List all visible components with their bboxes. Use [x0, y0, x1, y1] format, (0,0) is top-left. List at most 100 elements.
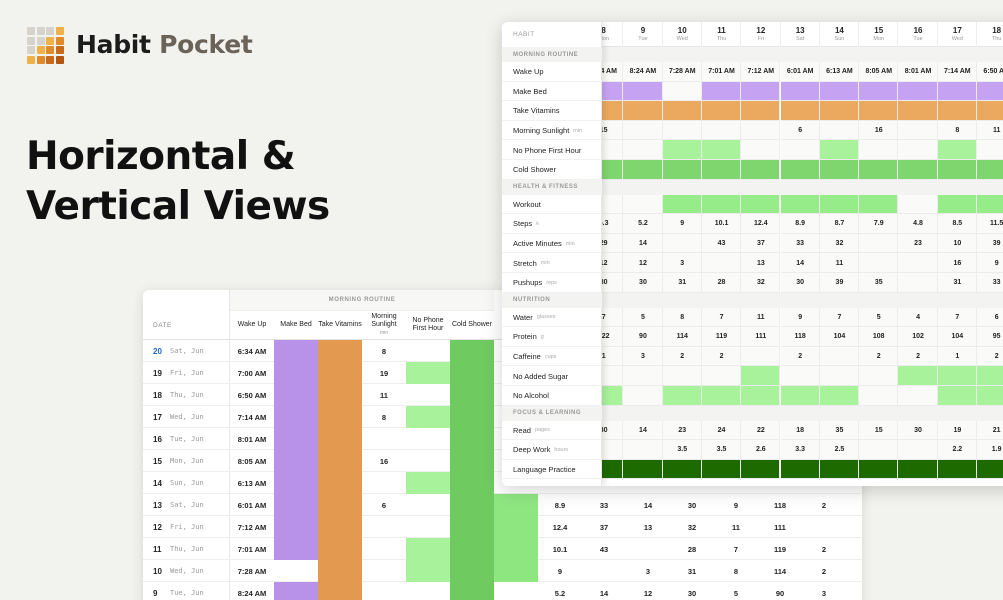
habit-label: Caffeine cups: [513, 347, 601, 367]
habit-value: 30: [796, 279, 805, 287]
habit-value: 6:44 AM: [590, 68, 617, 76]
habit-cell: [937, 81, 977, 102]
habit-cell: [898, 346, 938, 367]
habit-value: 18: [796, 426, 805, 434]
label-row-line: [502, 345, 602, 347]
habit-cell: [741, 140, 781, 160]
habit-cell: [977, 140, 1003, 160]
section-band: [502, 179, 1003, 195]
habit-cell: [819, 346, 860, 367]
habit-value: 2: [876, 353, 881, 361]
habit-value: 2: [798, 353, 803, 361]
habit-value: 14: [639, 426, 647, 434]
habit-value: 14: [639, 240, 647, 248]
label-row-line: [502, 478, 602, 480]
column-header: Take Vitamins: [318, 310, 362, 340]
habit-value: 35: [874, 279, 883, 287]
habit-cell: [859, 62, 899, 82]
habit-value: 29: [599, 240, 608, 248]
habit-cell: [898, 366, 938, 386]
habit-value: 5: [640, 313, 645, 321]
habit-unit: glasses: [536, 314, 556, 321]
habit-cell: [937, 459, 977, 480]
column-header: No Phone First Hour: [406, 310, 450, 340]
habit-name: Steps: [513, 219, 533, 229]
wake-cell: 6:34 AM: [237, 346, 267, 356]
habit-cell: [741, 420, 781, 441]
habit-value: 7: [601, 313, 606, 321]
habit-done-cell: [450, 340, 494, 362]
habit-done-cell: [274, 340, 318, 362]
section-band: [502, 292, 1003, 308]
habit-cell: [741, 386, 781, 406]
row-day: Sat, Jun: [170, 347, 204, 355]
section-band: [502, 292, 602, 308]
habit-label: Workout: [513, 195, 601, 215]
habit-cell: [780, 386, 820, 406]
day-number: 8: [601, 25, 606, 35]
habit-cell: [780, 253, 820, 273]
habit-cell: [937, 194, 977, 215]
habit-done-cell: [274, 406, 318, 428]
habit-value: 4: [916, 313, 920, 321]
habit-cell: [819, 62, 860, 82]
habit-unit: pages: [534, 427, 550, 434]
habit-cell: [937, 101, 977, 121]
label-row-line: [502, 139, 602, 141]
habit-done-cell: [274, 516, 318, 538]
habit-value: 6.3: [598, 220, 609, 228]
habit-name: Language Practice: [513, 465, 576, 475]
wake-cell: 8:05 AM: [237, 456, 267, 466]
label-row-line: [502, 213, 602, 215]
habit-cell: [780, 327, 820, 347]
habit-value: 3.3: [795, 446, 806, 454]
label-row-line: [502, 458, 602, 460]
habit-cell: [819, 81, 860, 102]
habit-done-cell: [318, 516, 362, 538]
section-band: [502, 405, 602, 421]
habit-unit: min: [565, 240, 575, 247]
habit-label: No Added Sugar: [513, 366, 601, 386]
label-row-line: [502, 291, 602, 293]
workout-done-cell: [494, 560, 538, 582]
habit-cell: [898, 459, 938, 480]
habit-value: 8.5: [952, 220, 963, 228]
habit-unit: hours: [554, 446, 569, 453]
habit-label: Steps k: [513, 214, 601, 234]
habit-cell: [898, 273, 938, 293]
habit-cell: [741, 81, 781, 102]
habit-cell: [819, 253, 860, 273]
label-row-line: [502, 119, 602, 121]
habit-cell: [780, 440, 820, 460]
day-number: 16: [913, 25, 923, 35]
habit-cell: [701, 253, 742, 273]
habit-cell: [859, 459, 899, 480]
habit-cell: [780, 273, 820, 293]
habit-cell: [977, 273, 1003, 293]
habit-cell: [662, 101, 702, 121]
habit-cell: [662, 194, 702, 215]
habit-done-cell: [274, 362, 318, 384]
habit-cell: [741, 327, 781, 347]
habit-cell: [741, 194, 781, 215]
habit-cell: [741, 307, 781, 328]
day-weekday: Sun: [834, 36, 845, 42]
habit-value: 9: [798, 313, 803, 321]
habit-value: 10: [953, 240, 962, 248]
habit-name: Read: [513, 425, 531, 435]
habit-cell: [662, 120, 702, 141]
habit-value: 8.7: [834, 220, 845, 228]
habit-cell: [819, 327, 860, 347]
habit-header: HABIT: [513, 31, 535, 38]
habit-value: 19: [953, 426, 962, 434]
label-row-line: [502, 326, 602, 328]
habit-cell: [623, 307, 663, 328]
row-day: Tue, Jun: [170, 435, 204, 443]
habit-cell: [701, 214, 742, 234]
habit-value: 32: [835, 240, 844, 248]
habit-done-cell: [318, 384, 362, 406]
label-row-line: [502, 365, 602, 367]
habit-cell: [662, 140, 702, 160]
habit-cell: [859, 214, 899, 234]
habit-done-cell: [318, 362, 362, 384]
